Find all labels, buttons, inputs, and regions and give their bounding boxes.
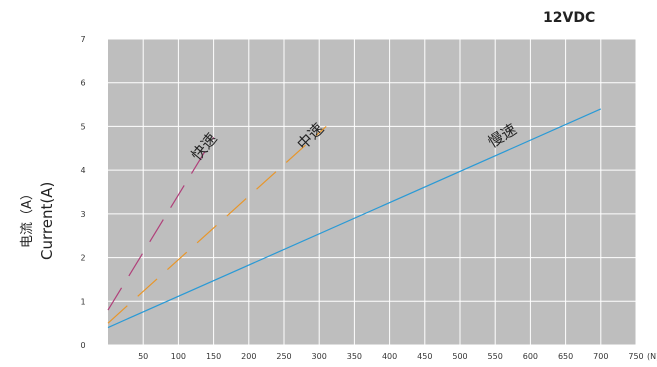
series-line xyxy=(107,137,215,311)
y-tick-label: 6 xyxy=(80,79,85,88)
x-tick-label: 700 xyxy=(593,352,608,361)
x-tick-label: 350 xyxy=(347,352,362,361)
x-tick-label: 650 xyxy=(558,352,573,361)
y-tick-label: 3 xyxy=(80,210,85,219)
x-tick-label: 500 xyxy=(452,352,467,361)
x-tick-label: 150 xyxy=(206,352,221,361)
series-group xyxy=(107,108,602,329)
x-tick-label: 300 xyxy=(312,352,327,361)
grid xyxy=(108,38,637,346)
y-tick-label: 7 xyxy=(80,35,85,44)
plot-area xyxy=(108,39,636,345)
x-tick-label: 250 xyxy=(276,352,291,361)
y-tick-label: 0 xyxy=(80,341,85,350)
x-unit-label: (N) xyxy=(647,352,657,361)
x-tick-label: 450 xyxy=(417,352,432,361)
y-tick-label: 2 xyxy=(80,254,85,263)
chart-title: 12VDC xyxy=(543,10,596,26)
x-tick-label: 200 xyxy=(241,352,256,361)
y-axis-label-cn: 电流（A） xyxy=(20,187,35,248)
x-tick-label: 750 xyxy=(628,352,643,361)
x-tick-label: 400 xyxy=(382,352,397,361)
y-tick-label: 1 xyxy=(80,297,85,306)
x-tick-label: 50 xyxy=(138,352,148,361)
series-line xyxy=(107,108,602,329)
x-tick-label: 600 xyxy=(523,352,538,361)
x-tick-label: 550 xyxy=(488,352,503,361)
y-axis-ticks: 0 1 2 3 4 5 6 7 xyxy=(80,35,85,350)
y-tick-label: 5 xyxy=(80,122,85,131)
y-axis-label-en: Current(A) xyxy=(38,181,56,260)
x-axis-ticks: 50 100 150 200 250 300 350 400 450 500 550 600 650 70… xyxy=(138,352,657,361)
x-tick-label: 100 xyxy=(171,352,186,361)
series-line xyxy=(107,125,327,324)
y-tick-label: 4 xyxy=(80,166,85,175)
